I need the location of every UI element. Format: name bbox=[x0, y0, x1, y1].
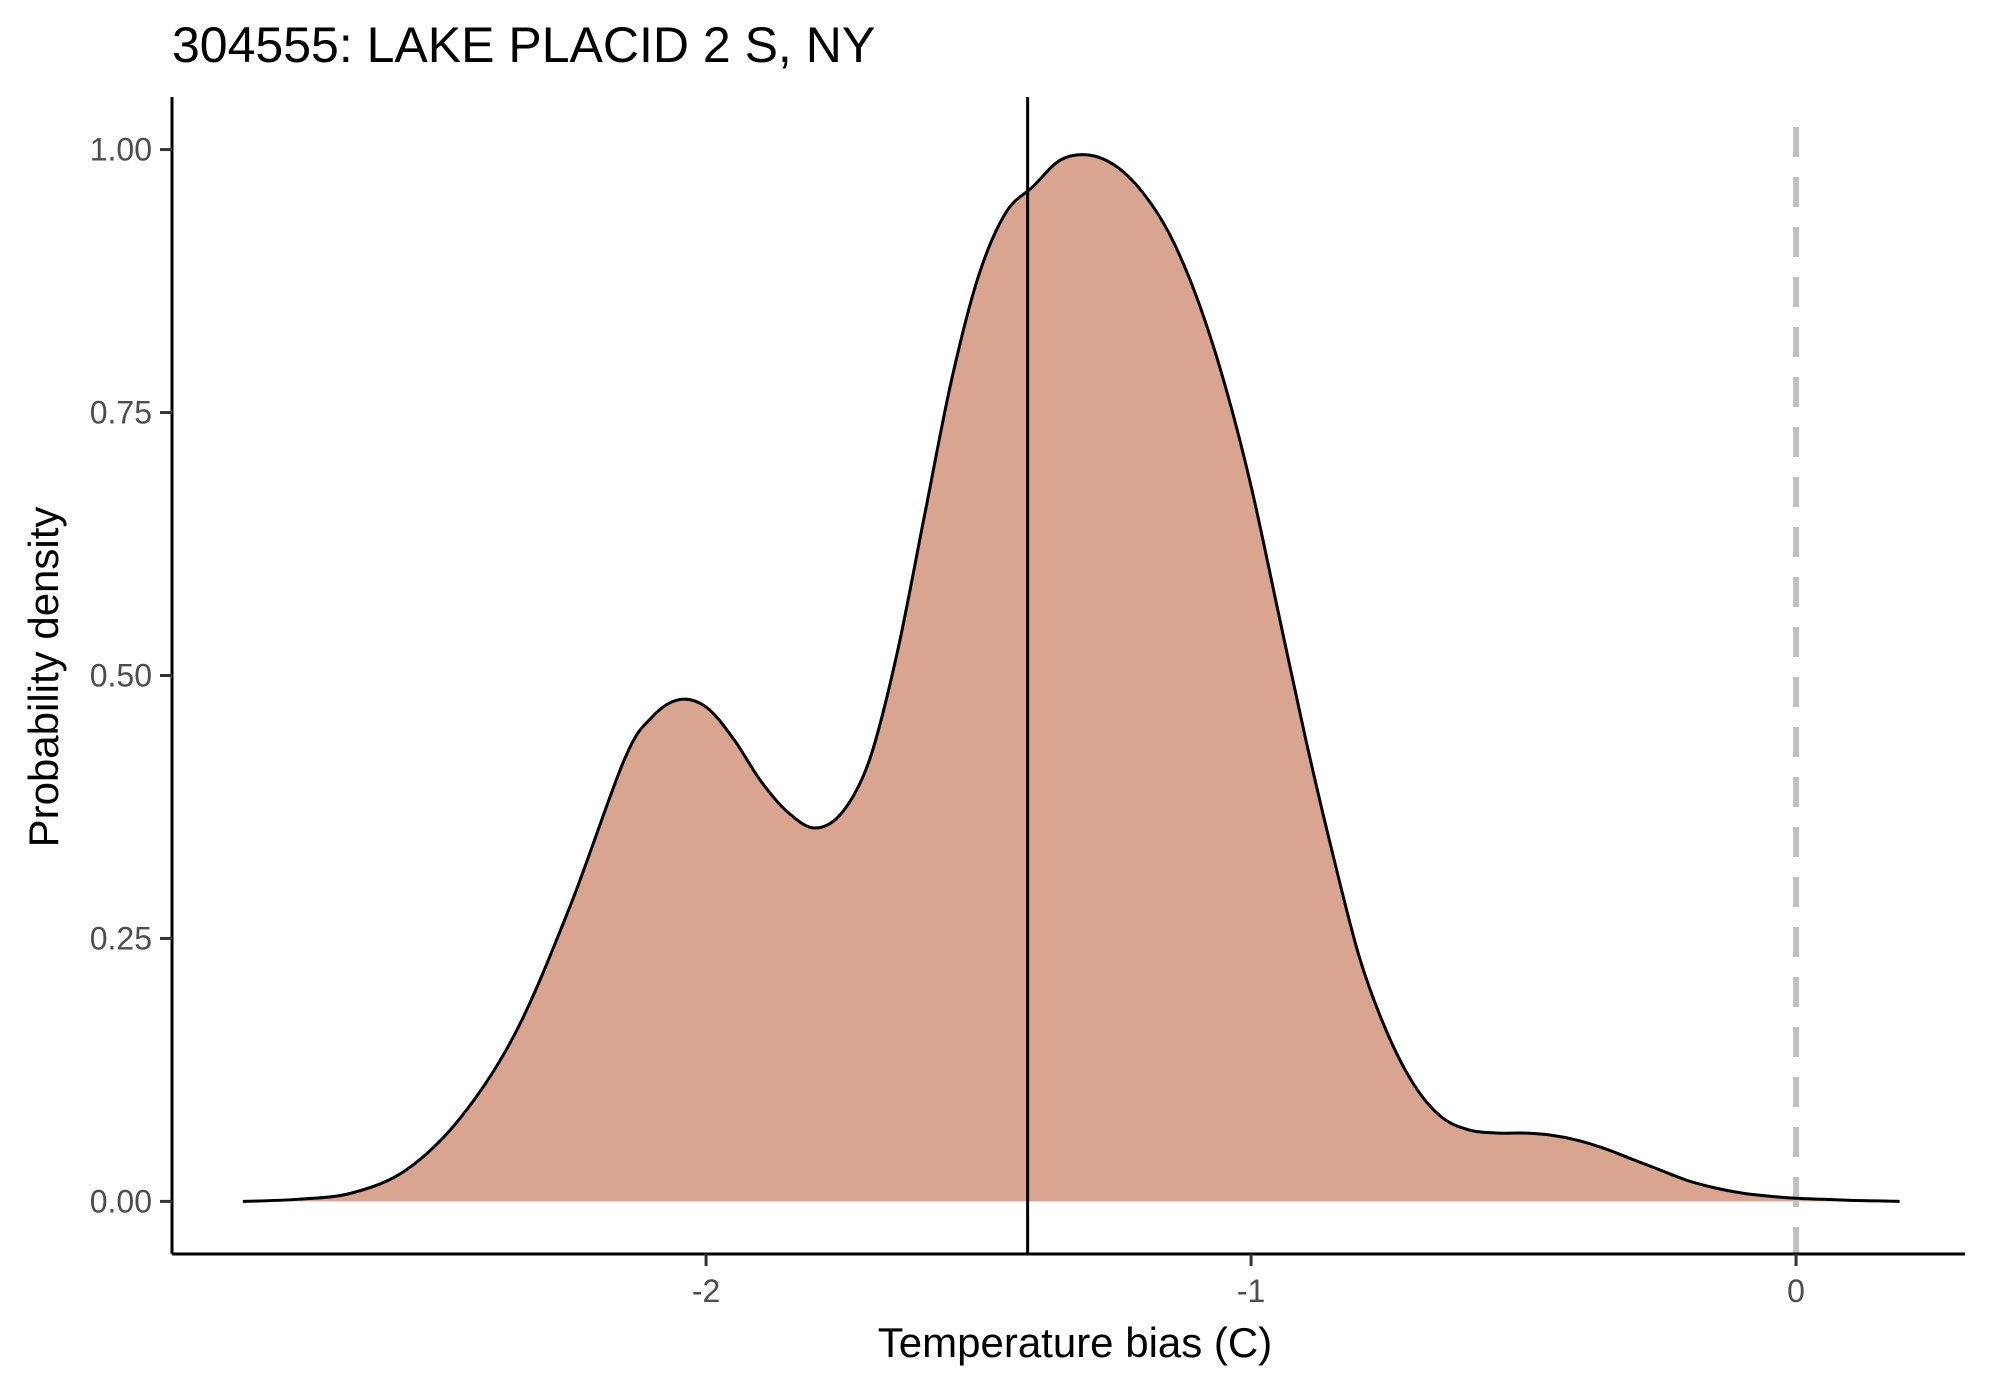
x-tick-label: 0 bbox=[1787, 1273, 1805, 1309]
plot-area bbox=[242, 97, 1900, 1254]
y-tick-label: 0.00 bbox=[90, 1183, 152, 1219]
density-line bbox=[242, 153, 1900, 1203]
chart-title: 304555: LAKE PLACID 2 S, NY bbox=[172, 17, 875, 73]
y-tick-label: 0.50 bbox=[90, 658, 152, 694]
y-tick-label: 1.00 bbox=[90, 132, 152, 168]
axes: -2 -1 0 0.00 0.25 0.50 0.75 1.00 bbox=[90, 97, 1965, 1309]
x-tick-label: -1 bbox=[1237, 1273, 1265, 1309]
y-tick-label: 0.25 bbox=[90, 920, 152, 956]
density-area bbox=[242, 154, 1900, 1202]
x-axis-title: Temperature bias (C) bbox=[878, 1319, 1272, 1366]
y-axis-title: Probability density bbox=[20, 507, 67, 848]
y-tick-label: 0.75 bbox=[90, 395, 152, 431]
x-tick-label: -2 bbox=[692, 1273, 720, 1309]
